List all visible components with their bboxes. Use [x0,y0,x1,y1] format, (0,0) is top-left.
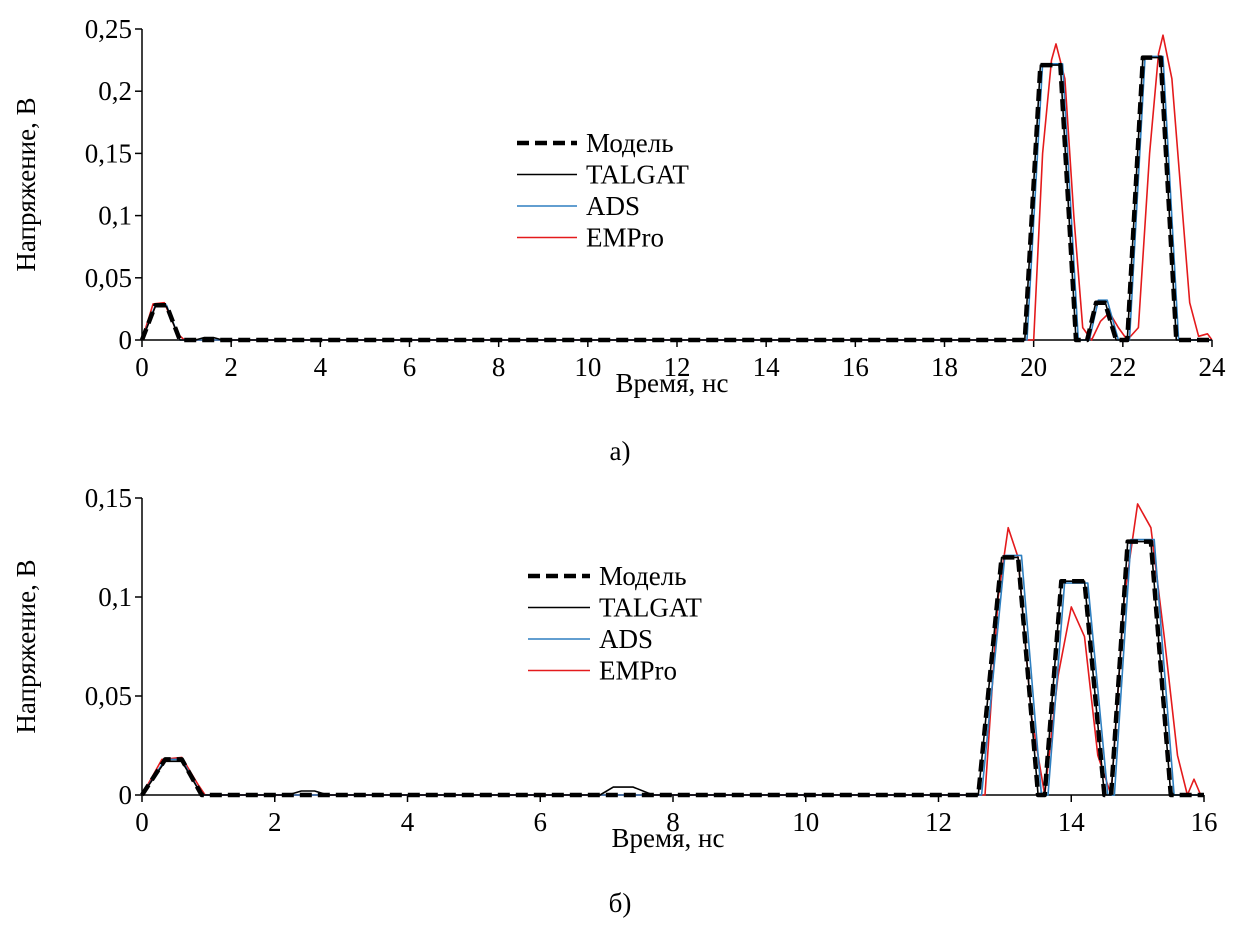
legend-label: TALGAT [599,593,702,623]
y-axis-label: Напряжение, В [11,559,41,733]
y-tick-label: 0 [119,780,133,810]
x-tick-label: 14 [1058,807,1086,837]
series-line-модель [140,539,1204,798]
x-tick-label: 2 [224,352,238,382]
x-tick-label: 8 [666,807,680,837]
legend-label: Модель [586,128,674,158]
y-tick-label: 0,05 [85,681,132,711]
y-tick-label: 0,1 [98,201,132,231]
y-tick-label: 0,1 [98,582,132,612]
y-tick-label: 0,15 [85,483,132,513]
y-tick-label: 0,25 [85,14,132,44]
series-line-ads [141,55,1212,341]
x-tick-label: 12 [925,807,952,837]
x-axis-label: Время, нс [612,823,725,853]
y-tick-label: 0 [119,325,133,355]
x-tick-label: 4 [314,352,328,382]
chart-panel-b: 0 0,05 0,1 0,15 0 2 4 6 8 10 12 14 16 Время, нс Напряж… [11,483,1218,918]
x-tick-label: 24 [1199,352,1227,382]
series-line-empro [141,503,1204,796]
x-tick-label: 22 [1109,352,1136,382]
legend-label: ADS [586,191,640,221]
legend-label: ADS [599,624,653,654]
x-tick-label: 16 [1191,807,1218,837]
y-tick-label: 0,2 [98,76,132,106]
legend-label: EMPro [599,656,677,686]
series-line-talgat [141,56,1212,341]
x-tick-label: 8 [492,352,506,382]
x-tick-label: 10 [792,807,819,837]
x-axis-label: Время, нс [616,368,729,398]
x-tick-label: 12 [664,352,691,382]
series-line-модель [139,55,1212,343]
legend-label: Модель [599,561,687,591]
x-tick-label: 6 [403,352,417,382]
x-tick-label: 10 [574,352,601,382]
x-tick-label: 18 [931,352,958,382]
x-tick-label: 0 [135,352,149,382]
panel-label: б) [609,888,632,918]
legend-label: TALGAT [586,160,689,190]
legend-label: EMPro [586,223,664,253]
chart-panel-a: 00,050,10,150,20,250 2 4 6 8 10 12 14 16 18 20 22 24… [11,14,1226,466]
x-tick-label: 6 [534,807,548,837]
x-tick-label: 2 [268,807,282,837]
x-tick-label: 20 [1020,352,1047,382]
x-tick-label: 4 [401,807,415,837]
x-tick-label: 16 [842,352,869,382]
x-tick-label: 0 [135,807,149,837]
x-tick-label: 14 [753,352,781,382]
y-tick-label: 0,05 [85,263,132,293]
y-axis-label: Напряжение, В [11,97,41,271]
panel-label: а) [610,436,631,466]
y-tick-label: 0,15 [85,138,132,168]
